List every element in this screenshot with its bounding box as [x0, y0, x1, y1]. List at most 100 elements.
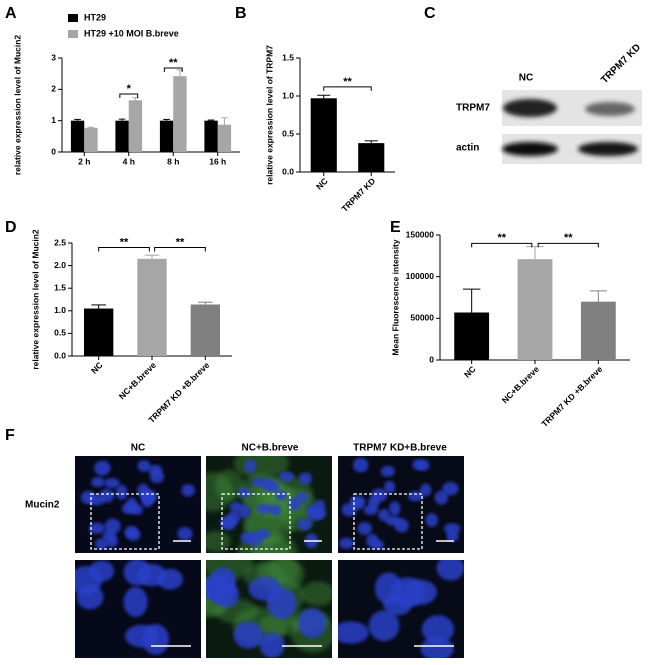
nucleus [420, 636, 454, 658]
nucleus [149, 470, 165, 484]
panel-letter: D [5, 219, 17, 236]
nucleus [259, 632, 285, 658]
nucleus [104, 518, 121, 534]
bar [173, 76, 187, 152]
nucleus [91, 476, 105, 488]
x-tick-label: 8 h [167, 156, 179, 166]
zoom-box [221, 493, 291, 550]
nucleus [372, 539, 385, 550]
error-bar [317, 94, 331, 99]
nucleus [244, 459, 257, 474]
nucleus [256, 503, 273, 515]
legend-label: HT29 [84, 12, 106, 22]
nucleus [446, 530, 459, 542]
nucleus [275, 489, 287, 501]
significance-label: ** [176, 236, 185, 248]
nucleus [115, 484, 128, 500]
bar [517, 259, 553, 360]
nucleus [417, 459, 430, 471]
panel-letter: C [424, 5, 436, 22]
y-tick-label: 0.5 [54, 328, 66, 338]
cells [206, 456, 327, 553]
nucleus [339, 537, 354, 549]
row-label: TRPM7 [456, 103, 490, 114]
x-tick-label: TRPM7 KD +B.breve [539, 364, 604, 429]
nucleus [233, 621, 264, 649]
error-bar [207, 119, 215, 121]
error-bar [118, 118, 126, 121]
bar [84, 308, 114, 356]
panel-letter: B [235, 5, 247, 22]
error-bar [221, 117, 228, 125]
bar [217, 124, 232, 152]
nucleus [125, 528, 141, 541]
nucleus [237, 487, 251, 498]
lane-label: NC [519, 73, 533, 84]
bar [137, 258, 167, 356]
nucleus [181, 484, 195, 497]
x-tick-label: NC [462, 364, 478, 380]
nucleus [104, 477, 120, 489]
nucleus [425, 513, 438, 528]
nucleus [266, 587, 297, 620]
cells [339, 457, 461, 550]
nucleus [394, 518, 409, 533]
y-tick-label: 2 [51, 84, 56, 94]
nucleus [137, 563, 167, 587]
significance-label: ** [120, 236, 129, 248]
significance-label: ** [497, 232, 506, 244]
nucleus [368, 496, 380, 509]
nucleus [256, 528, 271, 540]
nucleus [88, 522, 105, 534]
nucleus [436, 560, 464, 581]
nucleus [137, 460, 151, 472]
y-tick-label: 150000 [406, 229, 435, 239]
error-bar [132, 97, 139, 101]
error-bar [198, 301, 213, 305]
x-tick-label: TRPM7 KD [339, 176, 377, 214]
legend-label: HT29 +10 MOI B.breve [84, 28, 179, 38]
nucleus [99, 488, 115, 503]
panel-letter: E [390, 219, 401, 236]
y-tick-label: 100000 [406, 271, 435, 281]
significance-label: ** [564, 232, 573, 244]
row-label: actin [456, 143, 479, 154]
error-bar [163, 118, 170, 121]
y-tick-label: 50000 [410, 313, 434, 323]
column-label: NC+B.breve [242, 443, 299, 454]
zoom-box [90, 493, 160, 550]
y-tick-label: 1.0 [282, 90, 294, 100]
micrographs [75, 456, 464, 658]
significance-bracket [163, 67, 183, 73]
bar [115, 120, 129, 152]
significance-bracket [471, 242, 533, 248]
nucleus [297, 608, 327, 639]
cells [75, 560, 183, 655]
y-tick-label: 1 [51, 115, 56, 125]
nucleus [269, 503, 282, 516]
y-tick-label: 0.0 [282, 166, 294, 176]
bar [190, 304, 220, 356]
nucleus [121, 502, 137, 515]
nucleus [407, 490, 424, 502]
significance-bracket [537, 242, 599, 248]
y-tick-label: 0.0 [54, 350, 66, 360]
x-tick-label: 4 h [123, 156, 135, 166]
x-tick-label: NC+B.breve [500, 364, 542, 406]
y-tick-label: 0.5 [282, 128, 294, 138]
nucleus [434, 490, 449, 505]
x-tick-label: TRPM7 KD +B.breve [146, 360, 211, 425]
column-label: TRPM7 KD+B.breve [353, 443, 447, 454]
x-tick-label: NC+B.breve [117, 360, 159, 402]
blot-image [502, 90, 642, 164]
significance-bracket [154, 247, 206, 252]
nucleus [221, 515, 236, 531]
nucleus [444, 523, 461, 535]
bar [84, 127, 98, 152]
y-tick-label: 1.0 [54, 305, 66, 315]
panel-letter: F [5, 427, 15, 444]
y-axis-label: relative expression level of Mucin2 [30, 229, 40, 370]
nucleus [278, 471, 294, 482]
legend-swatch [68, 30, 78, 38]
